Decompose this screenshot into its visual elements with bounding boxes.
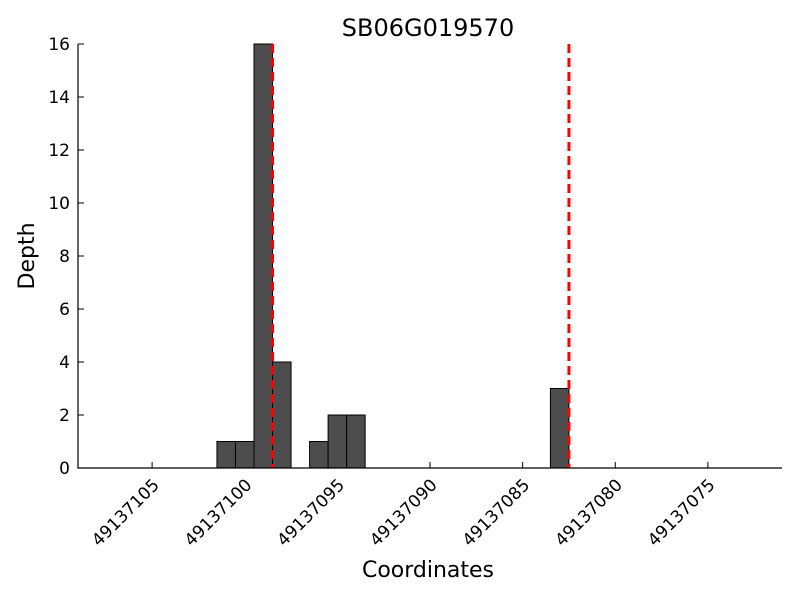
x-tick-label: 49137100 [181, 475, 256, 550]
y-tick-label: 16 [48, 35, 70, 55]
depth-bar [253, 43, 274, 469]
x-axis-ticks: 49137105 49137100 49137095 49137090 49137085… [88, 462, 719, 551]
x-axis-label: Coordinates [362, 558, 494, 583]
y-tick-label: 10 [48, 194, 70, 214]
axes-frame [77, 44, 782, 469]
x-tick-label: 49137105 [88, 475, 163, 550]
x-tick-label: 49137085 [459, 475, 534, 550]
x-tick-label: 49137095 [274, 475, 349, 550]
depth-bar [309, 441, 329, 469]
chart-title: SB06G019570 [342, 14, 514, 42]
y-tick-label: 2 [59, 406, 70, 426]
depth-bar [549, 388, 570, 469]
y-tick-label: 4 [59, 353, 70, 373]
y-tick-label: 12 [48, 141, 70, 161]
depth-bar [346, 414, 366, 469]
y-axis-label: Depth [15, 222, 40, 289]
y-axis-ticks: 0 2 4 6 8 10 12 14 16 [48, 35, 84, 479]
y-tick-label: 0 [59, 459, 70, 479]
y-tick-label: 8 [59, 247, 70, 267]
x-tick-label: 49137075 [644, 475, 719, 550]
y-tick-label: 14 [48, 88, 70, 108]
bars [216, 43, 570, 469]
reference-lines [271, 44, 571, 468]
depth-bar [327, 414, 348, 469]
x-tick-label: 49137080 [551, 475, 626, 550]
depth-bar [216, 441, 236, 469]
y-tick-label: 6 [59, 300, 70, 320]
depth-bar [234, 441, 255, 469]
x-tick-label: 49137090 [366, 475, 441, 550]
depth-bar [272, 361, 292, 469]
